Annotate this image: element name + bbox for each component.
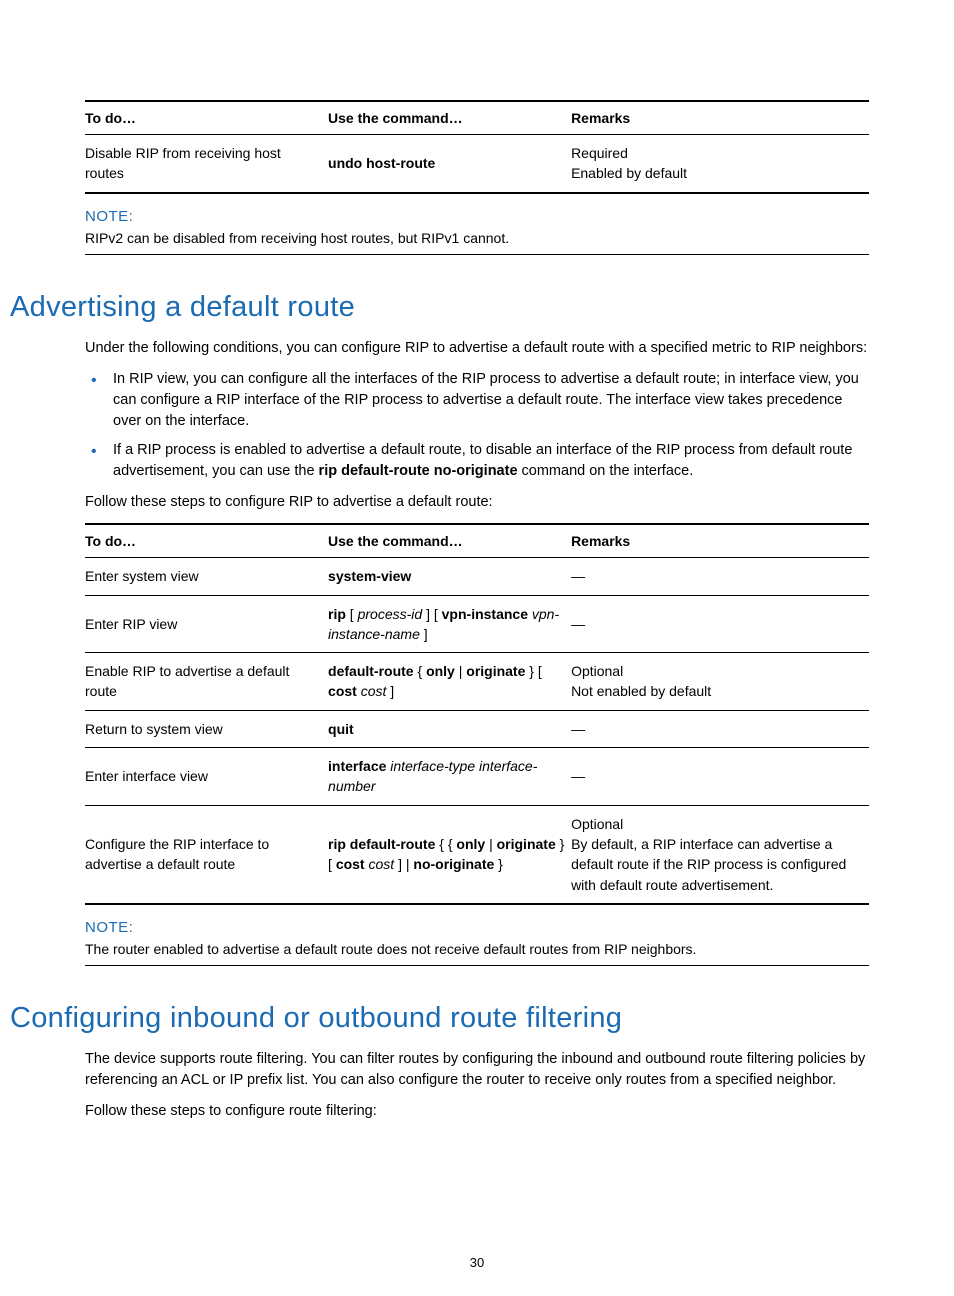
cell-todo: Enter system view xyxy=(85,558,328,595)
paragraph: The device supports route filtering. You… xyxy=(85,1049,869,1091)
cmd-bold: interface xyxy=(328,758,386,774)
col-cmd: Use the command… xyxy=(328,524,571,558)
document-page: To do… Use the command… Remarks Disable … xyxy=(0,0,954,1296)
cell-remarks: — xyxy=(571,558,869,595)
cell-cmd: system-view xyxy=(328,558,571,595)
cmd-text: } xyxy=(494,856,503,872)
cmd-bold: rip xyxy=(328,606,346,622)
cell-todo: Enter interface view xyxy=(85,748,328,806)
cmd-italic: cost xyxy=(369,856,395,872)
remarks-line: Enabled by default xyxy=(571,163,863,183)
remarks-line: Optional xyxy=(571,661,863,681)
table-row: Return to system view quit — xyxy=(85,710,869,747)
paragraph: Under the following conditions, you can … xyxy=(85,338,869,359)
note-label: NOTE: xyxy=(85,919,869,936)
table-header-row: To do… Use the command… Remarks xyxy=(85,101,869,135)
cell-todo: Return to system view xyxy=(85,710,328,747)
cell-remarks: — xyxy=(571,748,869,806)
cmd-text: | xyxy=(455,663,466,679)
paragraph: Follow these steps to configure RIP to a… xyxy=(85,492,869,513)
note-text: RIPv2 can be disabled from receiving hos… xyxy=(85,229,869,256)
cell-todo: Enable RIP to advertise a default route xyxy=(85,653,328,711)
cmd-bold: only xyxy=(456,836,485,852)
cmd-text: } [ xyxy=(525,663,541,679)
cell-cmd: rip default-route { { only | originate }… xyxy=(328,805,571,904)
heading-route-filtering: Configuring inbound or outbound route fi… xyxy=(10,1002,869,1035)
cell-remarks: Optional Not enabled by default xyxy=(571,653,869,711)
command-table-hostroute: To do… Use the command… Remarks Disable … xyxy=(85,100,869,194)
remarks-line: Required xyxy=(571,143,863,163)
cmd-text: [ xyxy=(346,606,358,622)
heading-advertising-default-route: Advertising a default route xyxy=(10,291,869,324)
cmd-text: ] xyxy=(420,626,428,642)
paragraph: Follow these steps to configure route fi… xyxy=(85,1101,869,1122)
cell-cmd: default-route { only | originate } [ cos… xyxy=(328,653,571,711)
col-cmd: Use the command… xyxy=(328,101,571,135)
col-todo: To do… xyxy=(85,524,328,558)
col-remarks: Remarks xyxy=(571,101,869,135)
cmd-text: { xyxy=(414,663,426,679)
cmd-bold: cost xyxy=(336,856,365,872)
cmd-text: | xyxy=(485,836,496,852)
cmd-bold: only xyxy=(426,663,455,679)
cmd-text: ] [ xyxy=(422,606,441,622)
table-row: Enable RIP to advertise a default route … xyxy=(85,653,869,711)
cell-cmd: undo host-route xyxy=(328,135,571,193)
table-row: Enter system view system-view — xyxy=(85,558,869,595)
cmd-bold: cost xyxy=(328,683,357,699)
cmd-bold: vpn-instance xyxy=(442,606,528,622)
remarks-line: Not enabled by default xyxy=(571,681,863,701)
cell-cmd: quit xyxy=(328,710,571,747)
cell-todo: Disable RIP from receiving host routes xyxy=(85,135,328,193)
col-todo: To do… xyxy=(85,101,328,135)
bullet-list: In RIP view, you can configure all the i… xyxy=(85,369,869,482)
cell-cmd: rip [ process-id ] [ vpn-instance vpn-in… xyxy=(328,595,571,653)
cmd-text: ] xyxy=(386,683,394,699)
cell-todo: Configure the RIP interface to advertise… xyxy=(85,805,328,904)
cell-remarks: — xyxy=(571,710,869,747)
command-table-default-route: To do… Use the command… Remarks Enter sy… xyxy=(85,523,869,905)
cell-todo: Enter RIP view xyxy=(85,595,328,653)
table-row: Disable RIP from receiving host routes u… xyxy=(85,135,869,193)
cell-cmd: interface interface-type interface-numbe… xyxy=(328,748,571,806)
table-header-row: To do… Use the command… Remarks xyxy=(85,524,869,558)
cmd-text: ] | xyxy=(394,856,413,872)
cell-remarks: Required Enabled by default xyxy=(571,135,869,193)
cmd-bold: no-originate xyxy=(413,856,494,872)
list-item: In RIP view, you can configure all the i… xyxy=(113,369,869,432)
table-row: Configure the RIP interface to advertise… xyxy=(85,805,869,904)
table-row: Enter RIP view rip [ process-id ] [ vpn-… xyxy=(85,595,869,653)
cmd-bold: rip default-route xyxy=(328,836,435,852)
text: command on the interface. xyxy=(518,463,694,479)
cell-remarks: Optional By default, a RIP interface can… xyxy=(571,805,869,904)
remarks-line: By default, a RIP interface can advertis… xyxy=(571,834,863,895)
list-item: If a RIP process is enabled to advertise… xyxy=(113,440,869,482)
cmd-italic: process-id xyxy=(358,606,423,622)
note-text: The router enabled to advertise a defaul… xyxy=(85,940,869,967)
col-remarks: Remarks xyxy=(571,524,869,558)
remarks-line: Optional xyxy=(571,814,863,834)
command-inline: rip default-route no-originate xyxy=(319,463,518,479)
page-number: 30 xyxy=(0,1255,954,1270)
note-label: NOTE: xyxy=(85,208,869,225)
cmd-bold: originate xyxy=(497,836,556,852)
cmd-bold: default-route xyxy=(328,663,414,679)
cmd-text: { { xyxy=(435,836,456,852)
table-row: Enter interface view interface interface… xyxy=(85,748,869,806)
cell-remarks: — xyxy=(571,595,869,653)
cmd-bold: originate xyxy=(466,663,525,679)
cmd-italic: cost xyxy=(361,683,387,699)
